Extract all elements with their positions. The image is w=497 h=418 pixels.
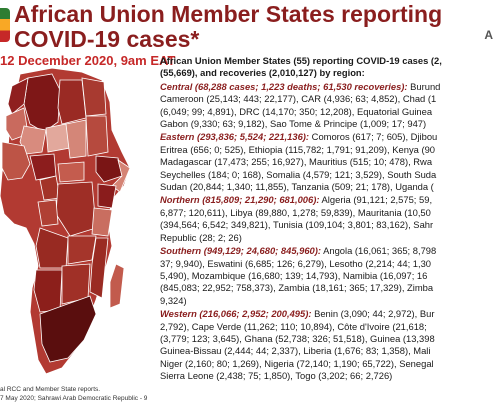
region-line: (394,564; 6,542; 349,821), Tunisia (109,… [160, 219, 434, 231]
region-block-southern: Southern (949,129; 24,680; 845,960): Ang… [160, 245, 497, 307]
region-heading-tail: Benin (3,090; 44; 2,972), Bur [311, 308, 435, 320]
region-algeria [23, 73, 61, 133]
region-mozambique [89, 237, 109, 299]
footnote-line-1: al RCC and Member State reports. [0, 386, 101, 393]
region-block-northern: Northern (815,809; 21,290; 681,006): Alg… [160, 194, 497, 244]
region-line: Sudan (20,844; 1,340; 11,855), Tanzania … [160, 181, 434, 193]
region-line: (3,779; 123; 3,645), Ghana (52,738; 326;… [160, 332, 435, 344]
region-headline: Western (216,066; 2,952; 200,495): Benin… [160, 308, 497, 320]
title-line-2: COVID-19 cases* [14, 26, 200, 52]
region-angola [35, 227, 69, 269]
region-line: 5,490), Mozambique (16,680; 139; 14,793)… [160, 269, 428, 281]
region-namibia [33, 269, 63, 313]
region-tanzania [91, 207, 113, 237]
region-line: Cameroon (25,143; 443; 22,177), CAR (4,9… [160, 93, 437, 105]
region-libya [57, 79, 87, 125]
region-headline: Eastern (293,836; 5,524; 221,136): Comor… [160, 131, 497, 143]
region-line: (845,083; 22,952; 758,373), Zambia (18,1… [160, 282, 434, 294]
region-somalia [111, 159, 130, 193]
region-headline: Northern (815,809; 21,290; 681,006): Alg… [160, 194, 497, 206]
region-kenya [97, 183, 117, 209]
region-gabon-congo [37, 199, 59, 227]
region-line: Niger (2,160; 80; 1,269), Nigeria (72,14… [160, 357, 434, 369]
region-heading: Western (216,066; 2,952; 200,495): [160, 308, 312, 320]
region-heading-tail: Burund [407, 80, 441, 92]
region-egypt [81, 77, 107, 117]
region-headline: Central (68,288 cases; 1,223 deaths; 61,… [160, 81, 497, 93]
region-heading: Eastern (293,836; 5,524; 221,136): [160, 131, 310, 143]
region-line: Gabon (9,330; 63; 9,182), Sao Tome & Pri… [160, 118, 427, 130]
report-date: 12 December 2020, 9am EAT [0, 53, 176, 68]
region-line: Eritrea (656; 0; 525), Ethiopia (115,782… [160, 143, 436, 155]
region-line: 9,324) [160, 294, 187, 306]
footnote: al RCC and Member State reports. 7 May 2… [0, 385, 160, 403]
africa-choropleth-map [0, 68, 130, 375]
region-morocco [7, 77, 29, 115]
region-zambia [67, 235, 97, 265]
region-heading: Northern (815,809; 21,290; 681,006): [160, 194, 320, 206]
region-block-central: Central (68,288 cases; 1,223 deaths; 61,… [160, 81, 497, 131]
region-line: Madagascar (17,473; 255; 16,927), Maurit… [160, 156, 433, 168]
region-line: Sierra Leone (2,438; 75; 1,850), Togo (3… [160, 370, 393, 382]
region-line: 37; 9,940), Eswatini (6,685; 126; 6,279)… [160, 257, 432, 269]
intro-line-1: African Union Member States (55) reporti… [160, 55, 442, 66]
region-mali [19, 125, 47, 155]
region-heading: Central (68,288 cases; 1,223 deaths; 61,… [160, 80, 408, 92]
region-line: Republic (28; 2; 26) [160, 231, 242, 243]
corner-logo-fragment: A [484, 28, 493, 42]
region-line: Seychelles (184; 0; 168), Somalia (4,579… [160, 168, 437, 180]
region-heading-tail: Algeria (91,121; 2,575; 59, [319, 194, 433, 206]
regional-summary-panel: African Union Member States (55) reporti… [160, 55, 497, 418]
page-title: African Union Member States reporting CO… [14, 2, 494, 52]
region-line: Guinea-Bissau (2,444; 44; 2,337), Liberi… [160, 345, 431, 357]
region-headline: Southern (949,129; 24,680; 845,960): Ang… [160, 245, 497, 257]
title-line-1: African Union Member States reporting [14, 1, 443, 27]
region-sudan [85, 115, 109, 157]
region-madagascar [109, 263, 125, 309]
au-emblem [0, 8, 10, 42]
region-line: (6,049; 99; 4,891), DRC (14,170; 350; 12… [160, 105, 433, 117]
region-block-eastern: Eastern (293,836; 5,524; 221,136): Comor… [160, 131, 497, 193]
region-west-coast [1, 141, 31, 181]
region-car [57, 161, 85, 183]
region-heading: Southern (949,129; 24,680; 845,960): [160, 245, 322, 257]
intro-line-2: (55,669), and recoveries (2,010,127) by … [160, 67, 365, 79]
region-line: 6,877; 120,611), Libya (89,880, 1,278; 5… [160, 206, 431, 218]
region-block-western: Western (216,066; 2,952; 200,495): Benin… [160, 308, 497, 382]
region-line: 2,792), Cape Verde (11,262; 110; 10,894)… [160, 320, 427, 332]
footnote-line-2: 7 May 2020; Sahrawi Arab Democratic Repu… [0, 395, 148, 402]
region-ethiopia [95, 155, 123, 183]
region-chad [65, 119, 87, 159]
region-heading-tail: Angola (16,061; 365; 8,798 [321, 245, 437, 257]
region-heading-tail: Comoros (617; 7; 605), Djibou [309, 131, 438, 143]
region-south-africa [39, 295, 97, 363]
